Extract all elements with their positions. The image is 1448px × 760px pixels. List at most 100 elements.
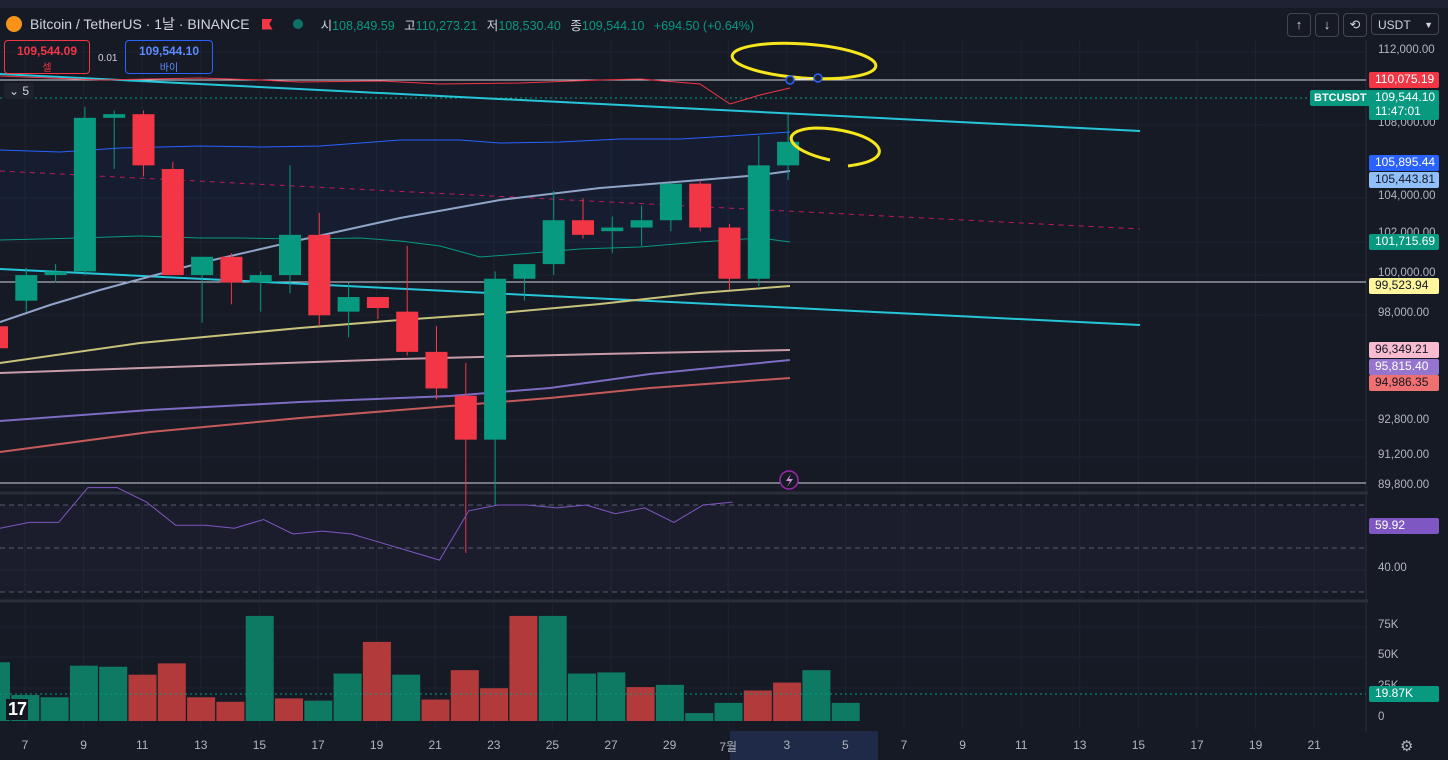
candle xyxy=(542,220,565,265)
candle xyxy=(659,183,682,221)
candle xyxy=(689,183,712,228)
date-tick: 9 xyxy=(80,738,87,752)
change-value: +694.50 (+0.64%) xyxy=(653,18,754,33)
symbol-legend: Bitcoin / TetherUS · 1날 · BINANCE 시108,8… xyxy=(6,14,754,34)
volume-bar xyxy=(99,666,128,721)
spread-value: 0.01 xyxy=(98,53,118,64)
candle xyxy=(337,297,360,312)
volume-bar xyxy=(626,687,655,721)
sell-button[interactable]: 109,544.09 셀 xyxy=(4,40,90,74)
bollinger-upper xyxy=(0,75,791,105)
price-tick: 75K xyxy=(1378,619,1399,631)
candle xyxy=(15,275,38,301)
volume-bar xyxy=(568,673,596,721)
price-label: 109,544.10 11:47:01 xyxy=(1369,90,1439,120)
candle xyxy=(484,278,507,440)
volume-bar xyxy=(714,702,743,721)
gear-icon[interactable]: ⚙ xyxy=(1400,738,1414,755)
flag-icon[interactable] xyxy=(261,18,273,30)
scroll-down-button[interactable]: ↓ xyxy=(1315,13,1339,37)
volume-bar xyxy=(40,697,69,721)
candle xyxy=(220,256,243,283)
current-date-highlight xyxy=(730,731,878,760)
candle xyxy=(161,169,184,276)
scroll-up-button[interactable]: ↑ xyxy=(1287,13,1311,37)
date-tick: 5 xyxy=(842,738,849,752)
volume-bar xyxy=(0,662,10,721)
tradingview-logo-icon: 17 xyxy=(6,699,29,720)
volume-bar xyxy=(421,699,450,721)
date-tick: 7월 xyxy=(719,740,738,754)
candle xyxy=(73,117,96,272)
price-label: 105,895.44 xyxy=(1369,155,1439,171)
candle xyxy=(572,220,594,235)
date-tick: 11 xyxy=(135,738,149,752)
candle xyxy=(279,234,301,276)
symbol-title[interactable]: Bitcoin / TetherUS · 1날 · BINANCE xyxy=(30,16,250,32)
price-label: 99,523.94 xyxy=(1369,278,1439,294)
candle xyxy=(44,271,67,276)
lightning-glyph xyxy=(786,474,793,487)
date-tick: 19 xyxy=(1248,738,1263,752)
symbol-badge: BTCUSDT xyxy=(1310,90,1371,106)
indicators-toggle[interactable]: ⌄ 5 xyxy=(4,83,35,99)
volume-bar xyxy=(245,615,274,721)
volume-bar xyxy=(597,672,626,721)
ohlc-values: 시108,849.59 고110,273.21 저108,530.40 종109… xyxy=(320,18,754,33)
price-tick: 98,000.00 xyxy=(1378,307,1430,319)
date-tick: 21 xyxy=(428,738,442,752)
volume-bar xyxy=(304,700,333,721)
trend-line-upper xyxy=(0,73,1141,132)
volume-bar xyxy=(216,701,245,721)
price-label: 59.92 xyxy=(1369,518,1439,534)
volume-bar xyxy=(480,688,509,721)
dashed-trend-line xyxy=(0,170,1141,230)
price-label: 94,986.35 xyxy=(1369,375,1439,391)
date-tick: 13 xyxy=(194,738,208,752)
volume-bar xyxy=(831,702,860,721)
price-label: 96,349.21 xyxy=(1369,342,1439,358)
volume-bar xyxy=(187,697,216,721)
buy-button[interactable]: 109,544.10 바이 xyxy=(125,40,213,74)
volume-bar xyxy=(362,641,391,721)
price-label: 95,815.40 xyxy=(1369,359,1439,375)
reset-chart-button[interactable]: ⟲ xyxy=(1343,13,1367,37)
date-tick: 15 xyxy=(1131,738,1146,752)
candle xyxy=(454,395,477,440)
date-tick: 19 xyxy=(369,738,384,752)
ma-yellow xyxy=(0,285,791,364)
price-tick: 91,200.00 xyxy=(1378,449,1430,461)
trend-line-lower xyxy=(0,268,1141,326)
highlight-scribble xyxy=(789,126,881,168)
price-label: 19.87K xyxy=(1369,686,1439,702)
bitcoin-icon xyxy=(6,16,22,32)
volume-bar xyxy=(655,684,684,721)
date-tick: 29 xyxy=(662,738,677,752)
date-tick: 17 xyxy=(311,738,325,752)
price-tick: 0 xyxy=(1378,711,1385,723)
currency-select[interactable]: USDT ▼ xyxy=(1371,13,1439,35)
volume-bar xyxy=(157,663,186,721)
price-tick: 92,800.00 xyxy=(1378,414,1430,426)
volume-bar xyxy=(538,615,567,721)
price-tick: 104,000.00 xyxy=(1378,190,1436,202)
price-tick: 112,000.00 xyxy=(1378,44,1435,56)
price-label: 101,715.69 xyxy=(1369,234,1439,250)
volume-bar xyxy=(392,674,421,721)
date-tick: 11 xyxy=(1014,738,1028,752)
price-tick: 89,800.00 xyxy=(1378,479,1430,491)
price-label: 105,443.81 xyxy=(1369,172,1439,188)
market-status-icon xyxy=(292,19,303,29)
date-tick: 25 xyxy=(545,738,560,752)
volume-bar xyxy=(333,673,362,721)
volume-bar xyxy=(128,674,157,721)
anchor-point xyxy=(785,75,795,85)
date-tick: 17 xyxy=(1190,738,1204,752)
date-tick: 23 xyxy=(487,738,501,752)
price-tick: 108,000.00 xyxy=(1378,117,1436,129)
date-tick: 15 xyxy=(252,738,267,752)
price-label: 110,075.19 xyxy=(1369,72,1439,88)
candle xyxy=(132,114,155,166)
candle xyxy=(308,234,331,316)
